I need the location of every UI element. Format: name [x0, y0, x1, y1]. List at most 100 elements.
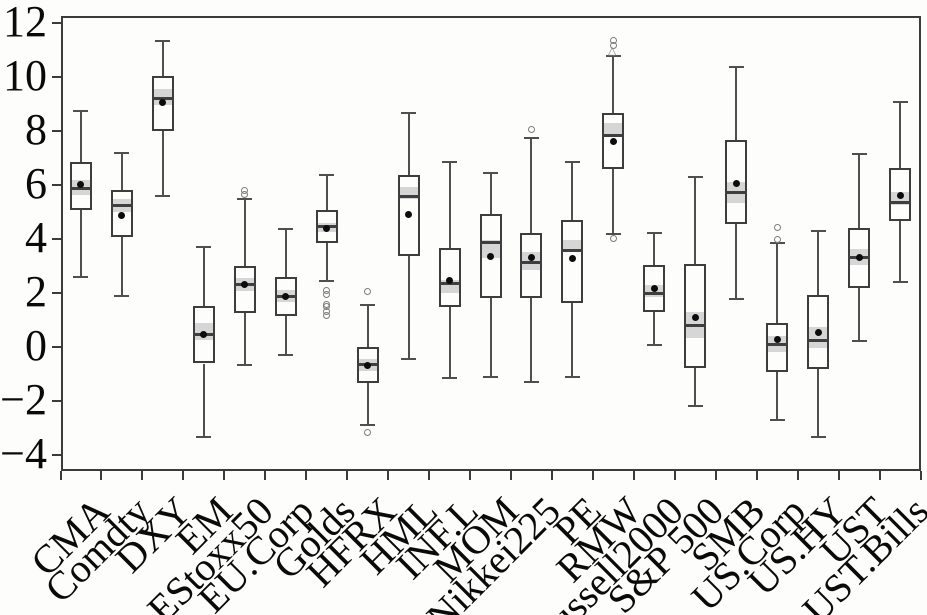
whisker-cap-high-3 — [196, 245, 212, 248]
whisker-cap-low-8 — [401, 357, 417, 360]
whisker-upper-1 — [120, 152, 123, 190]
whisker-cap-high-11 — [523, 136, 539, 139]
whisker-cap-high-9 — [442, 160, 458, 163]
whisker-upper-16 — [735, 67, 738, 140]
whisker-cap-low-16 — [728, 298, 744, 301]
median-line-11 — [520, 261, 543, 265]
y-axis-tick — [51, 400, 61, 403]
whisker-lower-3 — [202, 363, 205, 438]
whisker-cap-high-19 — [851, 153, 867, 156]
whisker-lower-0 — [79, 209, 82, 278]
whisker-upper-20 — [899, 101, 902, 168]
whisker-cap-high-20 — [892, 100, 908, 103]
x-axis-tick — [550, 470, 553, 480]
x-axis-tick — [182, 470, 185, 480]
whisker-cap-high-10 — [483, 171, 498, 174]
whisker-lower-13 — [612, 169, 615, 234]
whisker-cap-low-1 — [114, 295, 130, 297]
y-axis-tick-label: 10 — [3, 51, 47, 101]
whisker-cap-high-16 — [728, 66, 744, 69]
whisker-lower-12 — [571, 303, 574, 378]
y-axis-tick — [51, 22, 61, 25]
mean-dot-6 — [323, 225, 331, 233]
whisker-cap-low-7 — [360, 424, 376, 427]
whisker-cap-low-11 — [523, 380, 539, 383]
x-axis-tick — [100, 470, 103, 480]
whisker-cap-high-5 — [278, 228, 294, 231]
whisker-lower-20 — [899, 220, 902, 283]
whisker-cap-low-14 — [646, 343, 662, 346]
whisker-cap-low-10 — [483, 376, 498, 379]
outlier-triangle-13-0: △ — [607, 45, 617, 58]
x-axis-tick — [264, 470, 267, 480]
x-axis-tick — [428, 470, 431, 480]
whisker-upper-4 — [243, 198, 246, 267]
x-axis-tick — [837, 470, 840, 480]
median-band-2 — [153, 89, 172, 106]
whisker-cap-high-14 — [646, 232, 662, 235]
x-axis-tick — [919, 470, 922, 480]
whisker-upper-5 — [284, 229, 287, 277]
whisker-cap-high-1 — [114, 151, 130, 154]
y-axis-tick-label: 0 — [25, 321, 47, 371]
whisker-cap-low-17 — [769, 418, 785, 421]
whisker-cap-high-15 — [687, 176, 703, 179]
mean-dot-1 — [118, 211, 126, 219]
plot-frame — [60, 15, 921, 471]
mean-dot-19 — [855, 253, 863, 261]
whisker-cap-high-7 — [360, 303, 376, 306]
whisker-lower-10 — [489, 298, 492, 378]
outlier-13-2 — [609, 234, 617, 242]
whisker-cap-high-18 — [810, 229, 826, 232]
mean-dot-5 — [282, 292, 290, 300]
whisker-lower-8 — [407, 256, 410, 359]
whisker-lower-17 — [776, 371, 779, 420]
median-band-13 — [604, 123, 623, 137]
median-line-14 — [643, 291, 666, 295]
whisker-upper-10 — [489, 172, 492, 215]
whisker-cap-low-18 — [810, 435, 826, 438]
whisker-cap-low-5 — [278, 354, 294, 357]
whisker-upper-2 — [161, 41, 164, 77]
whisker-lower-7 — [366, 382, 369, 426]
whisker-upper-14 — [653, 233, 656, 265]
y-axis-tick — [51, 454, 61, 457]
mean-dot-3 — [200, 330, 208, 338]
median-line-8 — [397, 195, 420, 199]
whisker-lower-16 — [735, 223, 738, 300]
mean-dot-12 — [568, 254, 576, 262]
mean-dot-4 — [241, 280, 249, 288]
whisker-lower-5 — [284, 315, 287, 356]
median-band-10 — [481, 240, 500, 259]
whisker-lower-9 — [448, 306, 451, 379]
y-axis-tick-label: 12 — [3, 0, 47, 47]
y-axis-tick — [51, 292, 61, 295]
whisker-cap-low-0 — [73, 276, 89, 279]
median-band-12 — [563, 240, 582, 252]
outlier-6-1 — [323, 291, 331, 299]
whisker-upper-6 — [325, 175, 328, 210]
median-line-15 — [684, 324, 707, 328]
whisker-upper-8 — [407, 112, 410, 176]
median-line-17 — [766, 343, 789, 347]
mean-dot-13 — [609, 137, 617, 145]
mean-dot-15 — [691, 313, 699, 321]
whisker-cap-high-4 — [237, 197, 253, 200]
mean-dot-9 — [446, 276, 454, 284]
whisker-cap-low-20 — [892, 281, 908, 284]
x-axis-tick — [591, 470, 594, 480]
whisker-lower-18 — [817, 368, 820, 437]
y-axis-tick-label: 4 — [25, 213, 47, 263]
whisker-upper-15 — [694, 177, 697, 264]
x-axis-tick — [509, 470, 512, 480]
outlier-6-5 — [323, 312, 331, 320]
y-axis-tick — [51, 184, 61, 187]
whisker-upper-3 — [202, 246, 205, 307]
y-axis-tick — [51, 238, 61, 241]
mean-dot-0 — [77, 181, 85, 189]
whisker-lower-1 — [120, 236, 123, 296]
y-axis-tick — [51, 130, 61, 133]
whisker-lower-19 — [858, 288, 861, 342]
mean-dot-8 — [405, 210, 413, 218]
